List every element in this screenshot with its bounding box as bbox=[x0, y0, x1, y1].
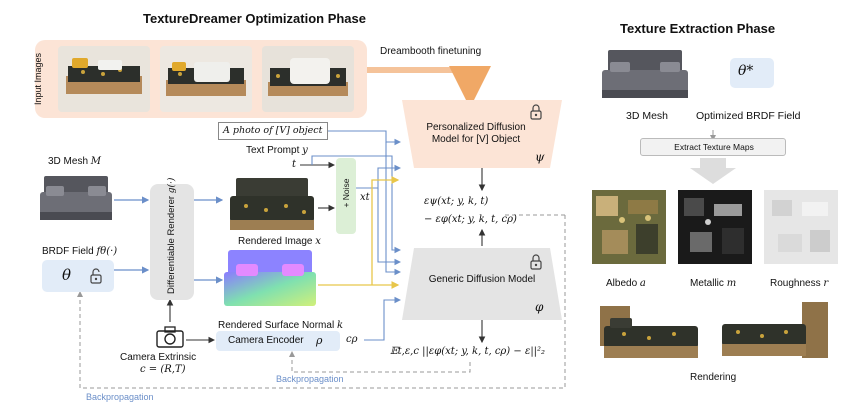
metallic-label: Metallic m bbox=[690, 278, 736, 289]
dreambooth-label: Dreambooth finetuning bbox=[380, 46, 482, 57]
renderer-label: Differentiable Renderer g(·) bbox=[166, 178, 178, 294]
albedo-text: Albedo bbox=[606, 278, 638, 289]
input-image-1 bbox=[58, 46, 150, 112]
theta-star-box: θ* bbox=[730, 58, 774, 88]
camera-encoder-box: Camera Encoder ρ bbox=[216, 331, 340, 351]
text-prompt-label: Text Prompt y bbox=[246, 145, 308, 156]
noise-label: + Noise bbox=[341, 178, 351, 208]
metallic-var: m bbox=[726, 278, 737, 289]
generic-model-shape bbox=[402, 248, 562, 320]
t-var: t bbox=[292, 159, 297, 170]
backprop-loop-outer bbox=[77, 215, 566, 389]
brdf-box: θ bbox=[42, 260, 114, 292]
camera-label: Camera Extrinsic bbox=[120, 352, 197, 363]
psi-var: ψ bbox=[535, 150, 545, 164]
backprop-label-inner: Backpropagation bbox=[276, 374, 344, 384]
brdf-label: BRDF Field fθ(·) bbox=[42, 246, 117, 257]
renderer-box: Differentiable Renderer g(·) bbox=[150, 178, 194, 300]
roughness-var: r bbox=[823, 278, 829, 289]
c-rho-var: cρ bbox=[346, 334, 358, 345]
prompt-box: A photo of [V] object bbox=[218, 122, 328, 140]
rendered-image-var: x bbox=[315, 236, 321, 247]
extract-texture-box: Extract Texture Maps bbox=[640, 138, 786, 156]
dreambooth-arrow bbox=[352, 66, 491, 108]
eps-line-2: − εφ(xt; y, k, t, cρ) bbox=[424, 214, 517, 225]
lock-icon bbox=[530, 104, 542, 120]
theta-var: θ bbox=[62, 266, 72, 284]
extract-texture-label: Extract Texture Maps bbox=[674, 142, 754, 152]
personalized-model-shape bbox=[402, 100, 562, 168]
extract-big-arrow bbox=[690, 158, 736, 184]
backprop-label-outer: Backpropagation bbox=[86, 392, 154, 402]
albedo-map bbox=[592, 190, 666, 264]
brdf-var: fθ(·) bbox=[96, 246, 118, 257]
prompt-to-generic-arrow bbox=[385, 142, 402, 276]
rendered-normal bbox=[222, 248, 318, 318]
rendered-image bbox=[226, 176, 318, 234]
input-image-2 bbox=[160, 46, 252, 112]
camera-icon bbox=[156, 326, 184, 348]
loss-expr: 𝔼t,ε,c ||εφ(xt; y, k, t, cρ) − ε||²₂ bbox=[390, 346, 546, 357]
rendered-normal-label: Rendered Surface Normal k bbox=[218, 320, 343, 331]
mesh-var: M bbox=[90, 156, 102, 167]
metallic-map bbox=[678, 190, 752, 264]
rendering-image-1 bbox=[594, 300, 704, 366]
text-prompt-text: Text Prompt bbox=[246, 145, 300, 156]
extract-brdf-label: Optimized BRDF Field bbox=[696, 110, 801, 122]
brdf-text: BRDF Field bbox=[42, 246, 94, 257]
albedo-var: a bbox=[639, 278, 646, 289]
input-image-3 bbox=[262, 46, 354, 112]
mesh-label: 3D Mesh M bbox=[48, 156, 101, 167]
rendering-label: Rendering bbox=[690, 372, 737, 383]
prompt-box-text: A photo of [V] object bbox=[223, 125, 323, 136]
albedo-label: Albedo a bbox=[606, 278, 646, 289]
lock-icon-generic bbox=[530, 254, 542, 270]
opt-phase-title: TextureDreamer Optimization Phase bbox=[143, 11, 366, 26]
theta-star-var: θ* bbox=[738, 63, 754, 79]
text-prompt-var: y bbox=[302, 145, 308, 156]
phi-var: φ bbox=[535, 300, 544, 314]
renderer-text: Differentiable Renderer bbox=[166, 195, 177, 294]
eps-line-1: εψ(xt; y, k, t) bbox=[424, 196, 489, 207]
mesh-image bbox=[38, 172, 114, 228]
rendered-image-label: Rendered Image x bbox=[238, 236, 321, 247]
noise-box: + Noise bbox=[336, 158, 356, 234]
crho-to-generic-arrow bbox=[364, 296, 402, 341]
camera-var: c = (R,T) bbox=[140, 364, 186, 375]
rendered-image-text: Rendered Image bbox=[238, 236, 313, 247]
extract-phase-title: Texture Extraction Phase bbox=[620, 21, 776, 36]
renderer-var: g(·) bbox=[167, 177, 177, 194]
metallic-text: Metallic bbox=[690, 278, 724, 289]
xt-to-generic-arrow bbox=[377, 188, 402, 266]
extract-mesh-image bbox=[600, 48, 690, 104]
rendering-image-2 bbox=[716, 300, 834, 366]
personalized-model-label: Personalized Diffusion Model for [V] Obj… bbox=[426, 122, 526, 145]
generic-model-label: Generic Diffusion Model bbox=[428, 274, 536, 285]
t-to-models-arrow bbox=[311, 155, 402, 254]
roughness-map bbox=[764, 190, 838, 264]
unlock-icon bbox=[90, 268, 102, 284]
rho-var: ρ bbox=[316, 334, 323, 347]
input-images-label: Input Images bbox=[33, 52, 43, 106]
roughness-text: Roughness bbox=[770, 278, 821, 289]
roughness-label: Roughness r bbox=[770, 278, 828, 289]
backprop-loop-inner bbox=[289, 351, 471, 373]
xt-var: xt bbox=[360, 192, 370, 203]
camera-encoder-label: Camera Encoder bbox=[228, 335, 304, 346]
prompt-to-personalized-arrow bbox=[328, 130, 402, 146]
xt-to-personalized-arrow bbox=[356, 164, 402, 189]
mesh-text: 3D Mesh bbox=[48, 156, 89, 167]
rendered-normal-var: k bbox=[336, 320, 344, 331]
rendered-normal-text: Rendered Surface Normal bbox=[218, 320, 335, 331]
normal-to-personalized-arrow bbox=[371, 176, 400, 285]
extract-mesh-label: 3D Mesh bbox=[626, 110, 669, 122]
